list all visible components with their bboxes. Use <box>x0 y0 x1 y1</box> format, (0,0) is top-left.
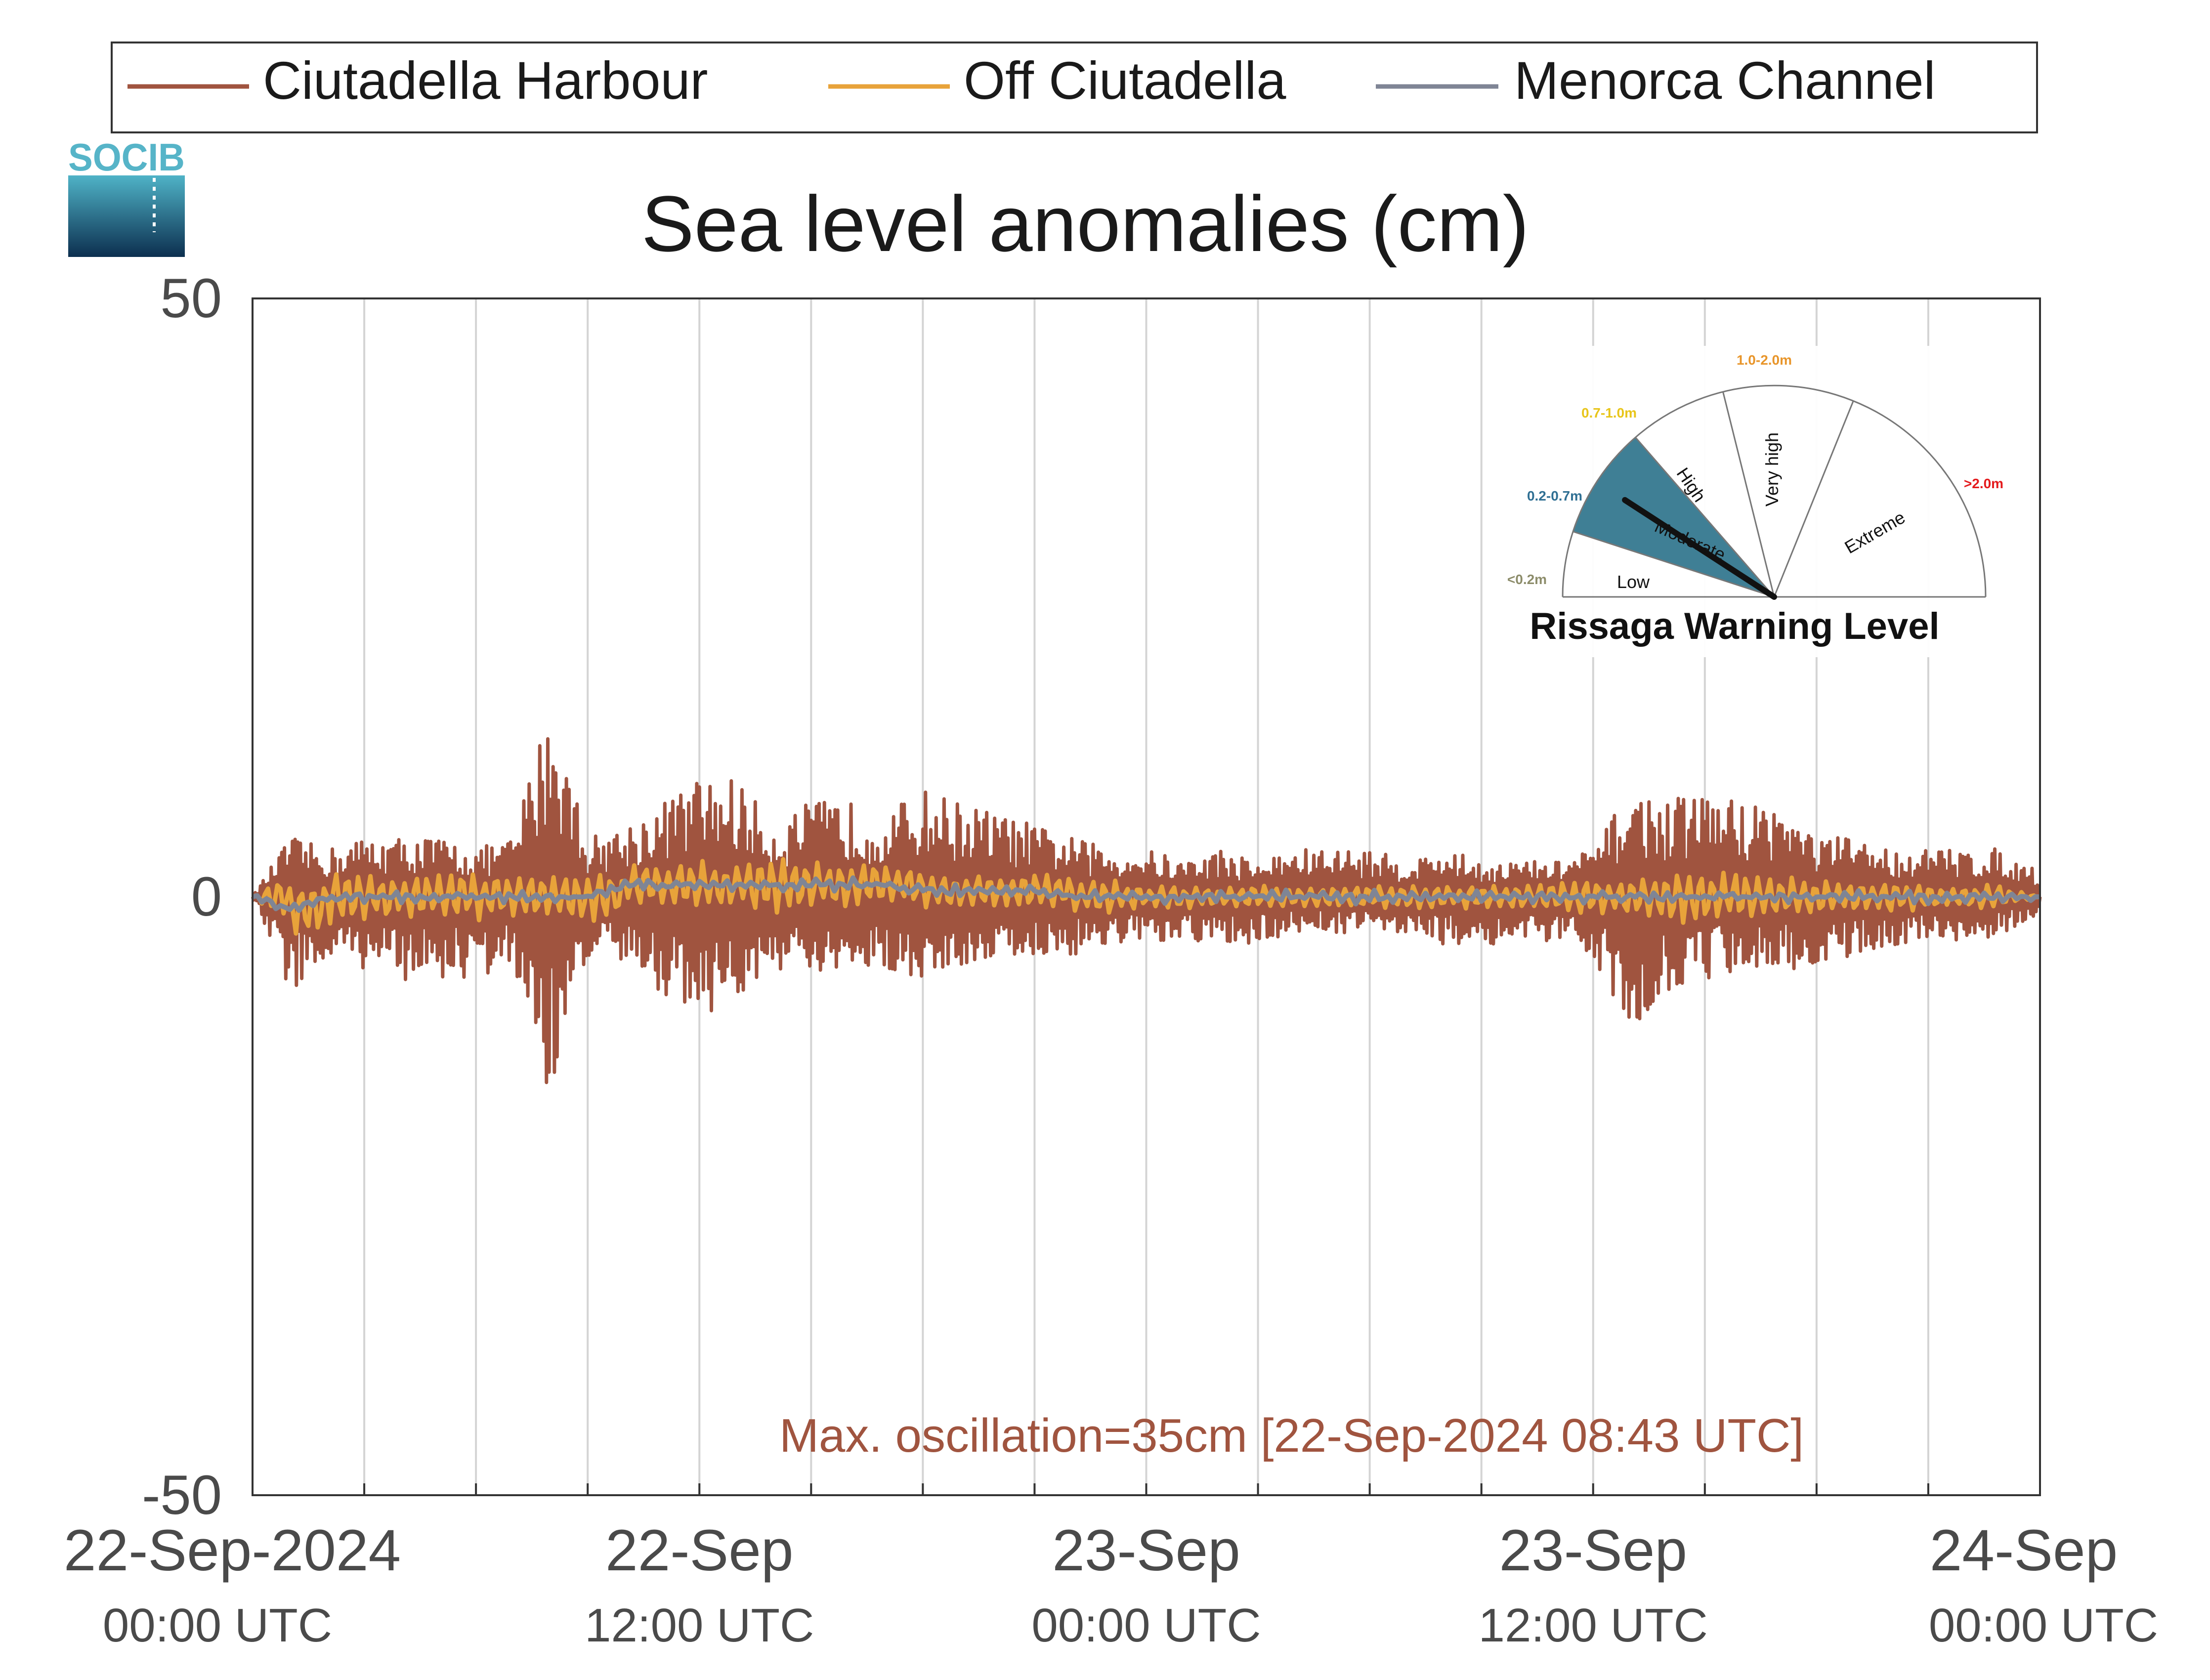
legend-label-off-ciutadella: Off Ciutadella <box>964 50 1286 110</box>
gauge-range-label-very-high: 1.0-2.0m <box>1737 352 1792 368</box>
plot-frame <box>252 297 2041 1496</box>
legend-label-menorca-channel: Menorca Channel <box>1514 50 1936 110</box>
gauge-background <box>1492 346 2016 657</box>
y-tick-label: -50 <box>142 1464 222 1526</box>
socib-logo: SOCIB <box>68 135 185 257</box>
gauge-divider <box>1773 400 1854 597</box>
x-tick-time-label: 12:00 UTC <box>1479 1599 1708 1652</box>
series-menorca-channel <box>252 875 2040 913</box>
max-oscillation-annotation: Max. oscillation=35cm [22-Sep-2024 08:43… <box>779 1409 1804 1462</box>
x-tick-time-label: 12:00 UTC <box>585 1599 814 1652</box>
series-lines <box>251 737 2042 1085</box>
legend: Ciutadella Harbour Off Ciutadella Menorc… <box>111 42 2038 133</box>
gauge-title: Rissaga Warning Level <box>1530 605 1939 647</box>
x-tick-date-label: 22-Sep <box>605 1518 794 1583</box>
x-tick-date-label: 22-Sep-2024 <box>64 1518 401 1583</box>
socib-logo-wave-block <box>68 175 185 257</box>
y-tick-label: 50 <box>160 267 222 329</box>
gauge-divider <box>1635 437 1775 597</box>
legend-label-ciutadella-harbour: Ciutadella Harbour <box>263 50 708 110</box>
socib-logo-text: SOCIB <box>68 135 185 179</box>
series-ciutadella-harbour <box>251 737 2042 1085</box>
gauge-range-label-extreme: >2.0m <box>1964 476 2003 491</box>
x-tick-time-label: 00:00 UTC <box>1929 1599 2158 1652</box>
x-tick-time-label: 00:00 UTC <box>103 1599 332 1652</box>
gauge-arc <box>1562 384 1987 597</box>
x-tick-time-label: 00:00 UTC <box>1031 1599 1261 1652</box>
y-axis: 50 0 -50 <box>142 267 222 1526</box>
x-tick-date-label: 23-Sep <box>1499 1518 1687 1583</box>
gauge-sector-label-very-high: Very high <box>1762 432 1782 506</box>
x-axis: 22-Sep-2024 00:00 UTC 22-Sep 12:00 UTC 23-Se… <box>64 1518 2158 1652</box>
gauge-sector-moderate-fill <box>1572 437 1774 597</box>
gauge-sector-label-low: Low <box>1617 572 1650 592</box>
gauge-divider <box>1722 391 1775 597</box>
chart-title: Sea level anomalies (cm) <box>641 179 1529 268</box>
gauge-needle <box>1622 497 1777 600</box>
gauge-range-label-high: 0.7-1.0m <box>1581 405 1637 420</box>
gauge-range-label-low: <0.2m <box>1507 572 1547 587</box>
gauge-range-label-moderate: 0.2-0.7m <box>1527 488 1582 504</box>
y-tick-label: 0 <box>191 866 222 927</box>
legend-frame <box>111 42 2038 133</box>
x-tick-date-label: 24-Sep <box>1930 1518 2118 1583</box>
gauge-divider <box>1572 531 1775 598</box>
x-tick-date-label: 23-Sep <box>1052 1518 1240 1583</box>
